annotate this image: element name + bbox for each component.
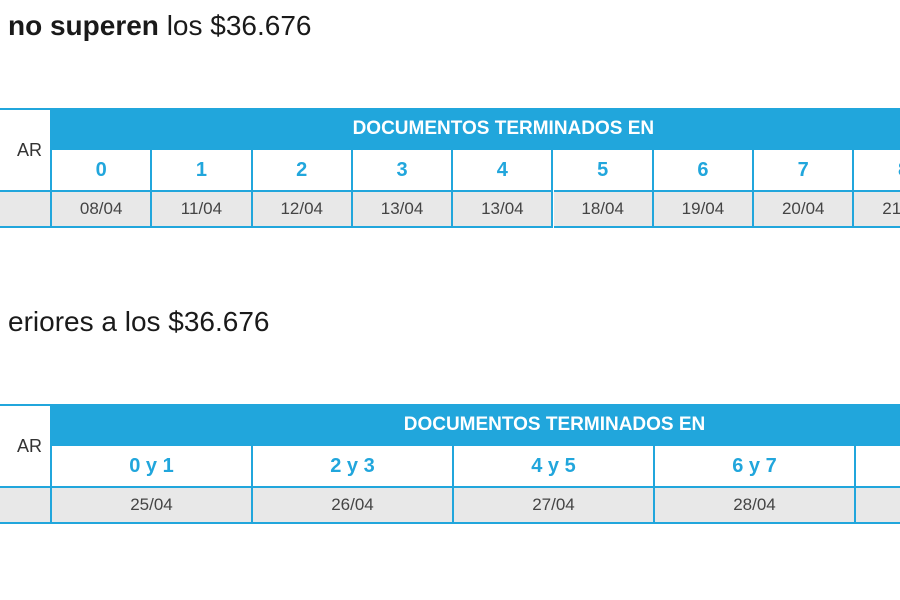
section1-heading-rest: los $36.676	[158, 10, 312, 41]
section1-digit-cell: 3	[352, 150, 454, 192]
section1-digit-cell: 6	[653, 150, 755, 192]
section1-date-cell: 11/04	[152, 192, 253, 228]
section1-digit-cell: 2	[252, 150, 353, 192]
section1-digit-cell: 5	[553, 150, 654, 192]
section1-date-cell: 08/04	[52, 192, 153, 228]
section2-digit-cell: 6 y 7	[655, 446, 856, 488]
section2-date-cell: 26/04	[253, 488, 454, 524]
section1-digit-cell: 7	[754, 150, 855, 192]
section2-date-cell: 29/04	[856, 488, 900, 524]
section1-digit-cell: 0	[52, 150, 153, 192]
section1-date-cell: 20/04	[754, 192, 855, 228]
section2-date-cell: 25/04	[52, 488, 253, 524]
section1-digit-cell: 8	[854, 150, 900, 192]
section2-digit-cell: 2 y 3	[253, 446, 454, 488]
section2-left-blank	[0, 488, 52, 524]
section1-heading: no superen los $36.676	[8, 10, 312, 42]
section1-date-cell: 13/04	[352, 192, 454, 228]
section2-digit-cell: 8 y 9	[856, 446, 900, 488]
section2-left-label: AR	[0, 404, 52, 488]
section1-date-cell: 12/04	[252, 192, 353, 228]
section2-digit-cell: 0 y 1	[52, 446, 253, 488]
section1-date-cell: 18/04	[553, 192, 654, 228]
section1-left-blank	[0, 192, 52, 228]
section2-heading: eriores a los $36.676	[8, 306, 270, 337]
section1-date-cell: 21/04	[854, 192, 900, 228]
section1-digit-cell: 1	[152, 150, 253, 192]
schedule-table-1: AR DOCUMENTOS TERMINADOS EN 0 08/04 1 11/04 2 1…	[0, 108, 900, 230]
section1-header: DOCUMENTOS TERMINADOS EN	[52, 108, 900, 150]
section2-date-cell: 28/04	[655, 488, 856, 524]
section1-digit-cell: 4	[453, 150, 554, 192]
section1-heading-bold: no superen	[8, 10, 159, 41]
section1-date-cell: 19/04	[653, 192, 755, 228]
section2-digit-cell: 4 y 5	[454, 446, 655, 488]
section1-date-cell: 13/04	[453, 192, 554, 228]
schedule-table-2: AR DOCUMENTOS TERMINADOS EN 0 y 1 25/04 2 y …	[0, 404, 900, 526]
section1-left-label: AR	[0, 108, 52, 192]
section2-header: DOCUMENTOS TERMINADOS EN	[52, 404, 900, 446]
section2-date-cell: 27/04	[454, 488, 655, 524]
